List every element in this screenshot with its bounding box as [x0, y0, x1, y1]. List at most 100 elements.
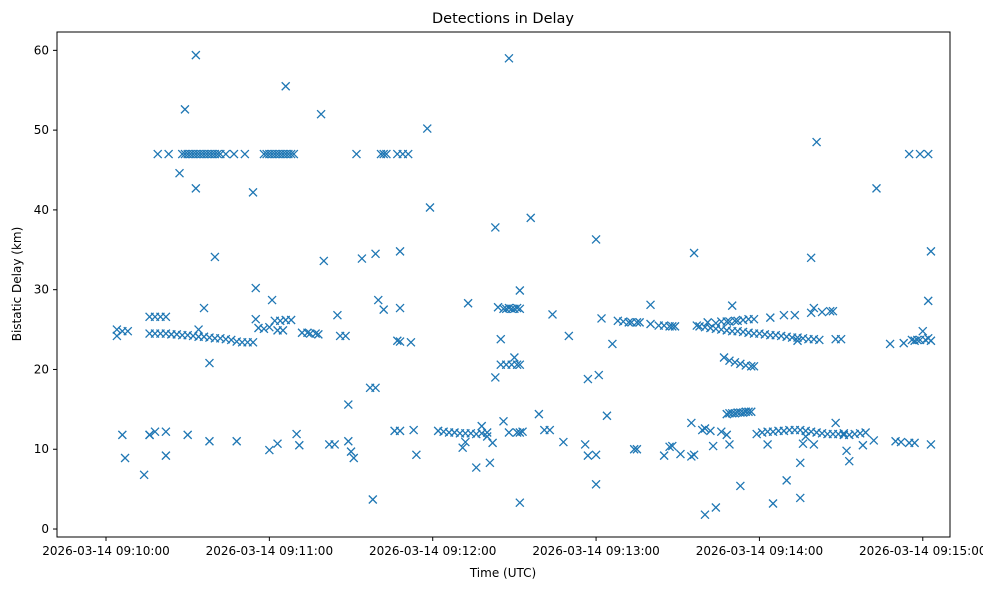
data-point [346, 447, 356, 457]
data-point [885, 339, 895, 349]
data-point [708, 441, 718, 451]
data-point [725, 356, 734, 366]
data-point [343, 400, 353, 410]
data-point [286, 315, 296, 325]
data-point [289, 149, 299, 159]
chart-title: Detections in Delay [432, 11, 574, 27]
data-point [700, 424, 710, 433]
data-point [371, 383, 380, 393]
data-point [782, 475, 792, 485]
data-point [635, 317, 645, 327]
data-point [303, 328, 312, 338]
data-point [460, 437, 470, 447]
data-point [248, 187, 258, 197]
data-point [746, 361, 756, 371]
x-tick-label: 2026-03-14 09:13:00 [532, 544, 659, 558]
data-point [490, 372, 500, 382]
data-point [161, 451, 171, 461]
data-point [493, 302, 503, 312]
data-point [490, 222, 500, 232]
data-point [395, 303, 405, 313]
data-point [403, 149, 413, 159]
data-point [117, 430, 127, 440]
data-point [332, 310, 342, 320]
data-point [210, 252, 220, 262]
data-point [264, 322, 274, 332]
data-point [817, 307, 827, 317]
data-point [602, 411, 612, 421]
data-point [711, 318, 721, 328]
data-point [463, 298, 473, 308]
data-point [844, 456, 854, 466]
data-point [793, 336, 802, 346]
data-point [183, 430, 193, 440]
data-point [558, 437, 568, 447]
data-point [368, 495, 378, 504]
data-point [667, 441, 677, 451]
data-point [534, 409, 544, 419]
data-point [515, 360, 525, 370]
data-point [509, 353, 519, 362]
data-point [746, 407, 756, 417]
data-point [910, 438, 920, 448]
data-point [632, 317, 642, 327]
data-point [264, 445, 274, 455]
data-point [379, 149, 389, 159]
data-point [607, 339, 617, 349]
data-point [294, 440, 304, 450]
data-point [765, 313, 775, 323]
y-tick-label: 30 [34, 283, 49, 297]
data-point [316, 109, 326, 119]
data-point [705, 426, 715, 436]
data-point [809, 439, 819, 449]
data-point [918, 326, 928, 336]
data-point [311, 329, 321, 339]
data-point [180, 104, 190, 114]
data-point [120, 453, 130, 463]
y-tick-label: 20 [34, 362, 49, 376]
data-point [689, 450, 699, 460]
data-point [722, 430, 732, 440]
data-point [594, 370, 604, 380]
data-point [719, 353, 729, 362]
data-point [591, 234, 601, 244]
data-point [199, 303, 209, 313]
x-tick-label: 2026-03-14 09:12:00 [369, 544, 496, 558]
data-point [861, 428, 871, 437]
data-point [515, 286, 525, 295]
data-point [221, 149, 231, 159]
data-point [248, 337, 258, 347]
data-point [373, 295, 383, 305]
data-point [232, 436, 242, 446]
data-point [872, 183, 881, 193]
data-point [512, 303, 522, 313]
data-point [768, 499, 778, 508]
data-point [923, 296, 933, 306]
data-point [504, 428, 514, 437]
data-point [806, 308, 816, 318]
data-point [145, 430, 155, 440]
y-axis-ticks: 0 10 20 30 40 50 60 [34, 43, 57, 536]
data-point [763, 439, 773, 449]
data-point [273, 439, 282, 449]
data-point [395, 426, 405, 436]
data-point [515, 428, 525, 437]
x-axis-label: Time (UTC) [469, 566, 536, 580]
data-point [278, 325, 288, 335]
data-point [286, 149, 296, 159]
y-tick-label: 0 [41, 522, 49, 536]
data-point [161, 312, 171, 322]
data-point [191, 183, 201, 193]
data-point [591, 450, 601, 460]
data-point [597, 313, 606, 323]
data-point [831, 418, 841, 428]
data-point [583, 451, 593, 461]
data-point [858, 440, 868, 450]
data-point [692, 321, 702, 331]
data-point [904, 149, 914, 159]
data-point [406, 337, 416, 347]
x-tick-label: 2026-03-14 09:15:00 [859, 544, 983, 558]
data-point [482, 428, 492, 437]
